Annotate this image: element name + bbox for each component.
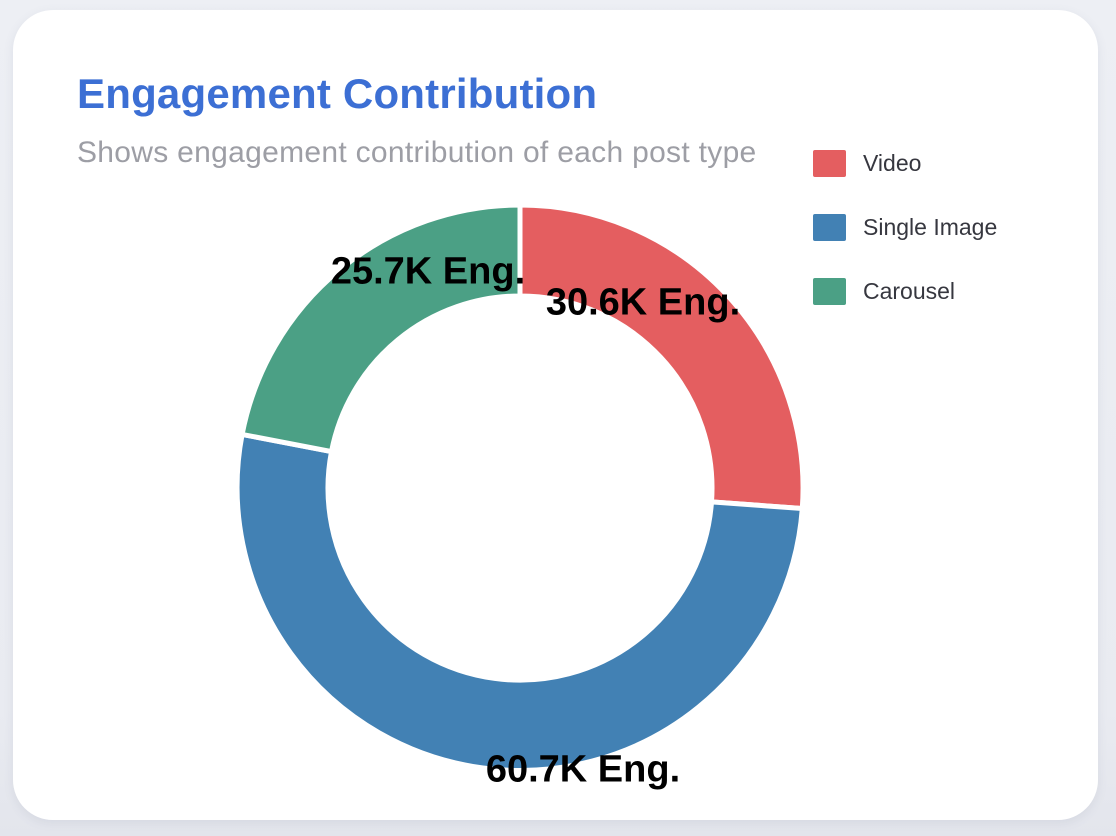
legend-label-video: Video (863, 150, 922, 176)
donut-chart-area: 25.7K Eng. 30.6K Eng. 60.7K Eng. (13, 10, 1116, 836)
chart-card: Engagement Contribution Shows engagement… (13, 10, 1098, 820)
pie-slice-carousel[interactable] (239, 202, 523, 455)
donut-slices (234, 202, 806, 773)
legend-swatch-carousel (813, 278, 846, 305)
pie-slice-single-image[interactable] (234, 431, 805, 773)
page-title: Engagement Contribution (77, 70, 598, 117)
legend-swatch-video (813, 150, 846, 177)
legend-item-carousel[interactable]: Carousel (813, 278, 997, 305)
legend-swatch-single-image (813, 214, 846, 241)
legend-label-carousel: Carousel (863, 278, 956, 304)
chart-legend: Video Single Image Carousel (813, 150, 997, 305)
page-subtitle: Shows engagement contribution of each po… (77, 136, 757, 169)
legend-item-video[interactable]: Video (813, 150, 997, 177)
donut-chart (234, 202, 806, 773)
pie-slice-video[interactable] (517, 202, 806, 512)
legend-label-single-image: Single Image (863, 214, 998, 240)
legend-item-single-image[interactable]: Single Image (813, 214, 997, 241)
